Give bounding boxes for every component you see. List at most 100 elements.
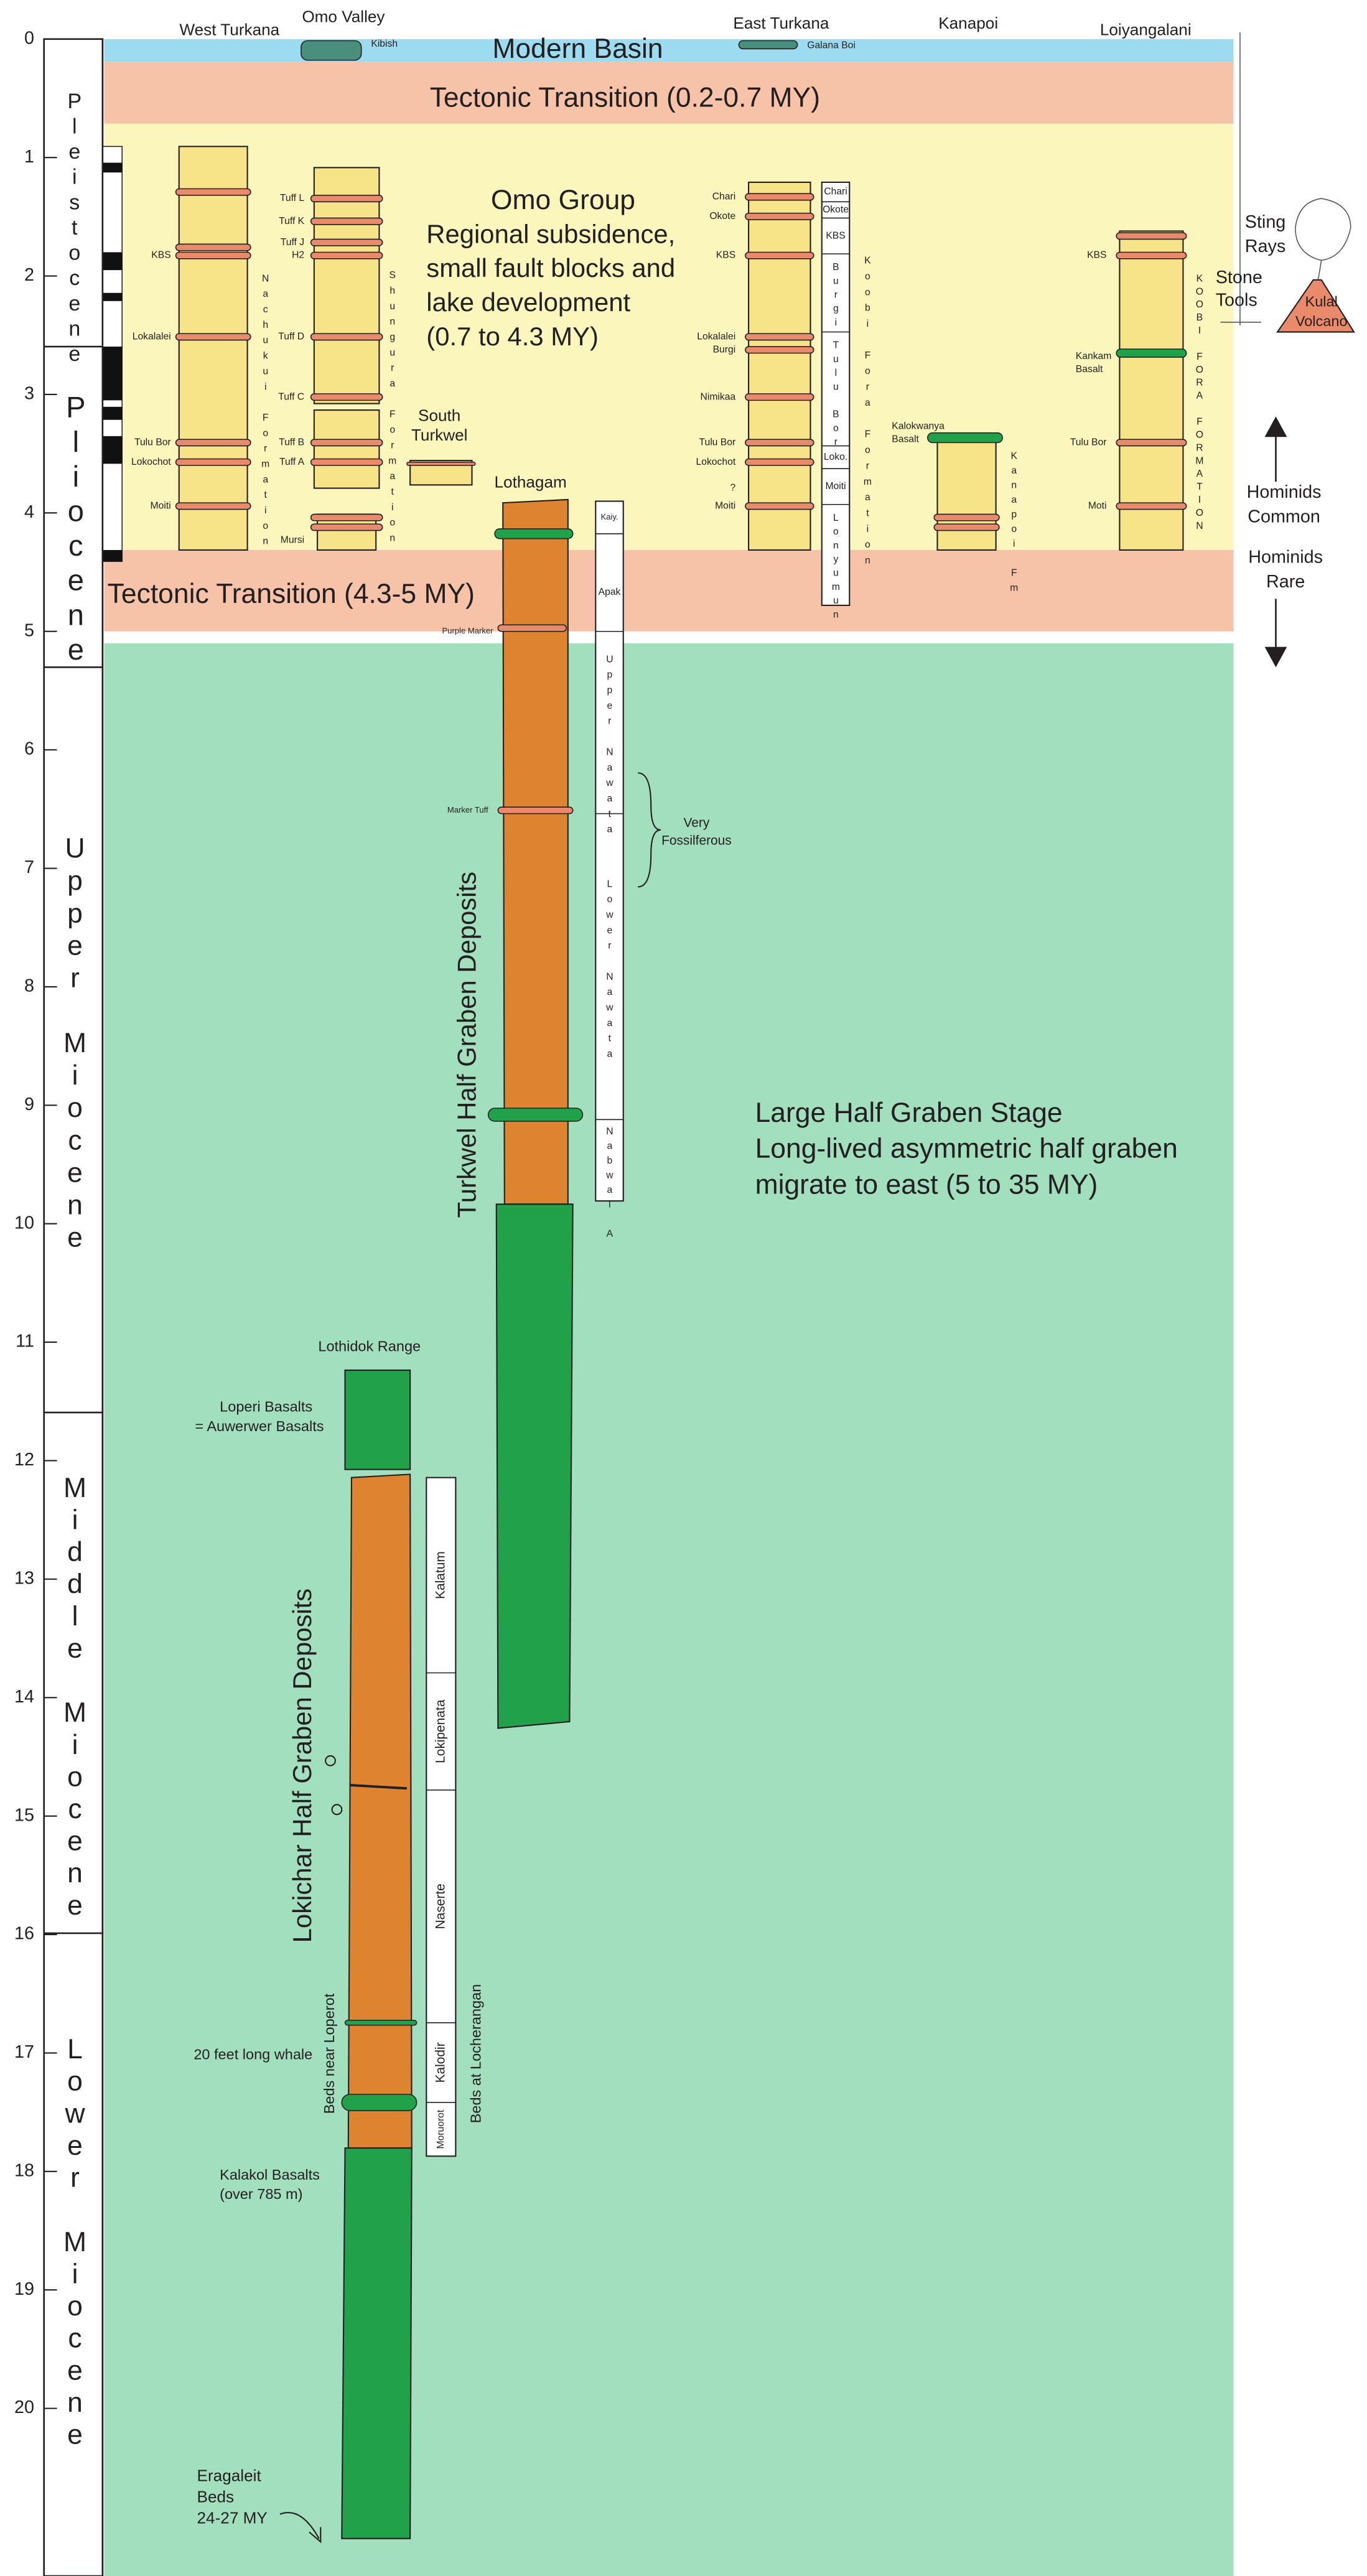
label: Rays: [1245, 236, 1286, 256]
formation-label: Koobi Fora Formation: [862, 256, 873, 571]
tick-label: 19: [14, 2279, 34, 2299]
tuff-band: [933, 523, 1000, 531]
member-label: Lonyumun: [831, 513, 841, 623]
tuff-band: [175, 188, 251, 196]
member-label: Lokipenata: [433, 1699, 447, 1763]
label: KBS: [1087, 250, 1106, 261]
stage-label: Tectonic Transition (4.3-5 MY): [108, 579, 475, 609]
stage-label: Modern Basin: [492, 34, 663, 64]
member-column: [426, 1477, 457, 2157]
label: Basalt: [1076, 364, 1103, 375]
lothidok-basalt: [344, 1370, 411, 1470]
tuff-band: [406, 461, 476, 466]
label: KBS: [716, 250, 735, 261]
tuff-band: [310, 238, 383, 246]
tuff-band: [487, 1108, 584, 1122]
stage-label: lake development: [426, 287, 630, 317]
member-column: [821, 181, 851, 606]
tuff-band: [175, 251, 251, 259]
label: Moti: [1088, 500, 1107, 511]
label: Chari: [712, 192, 736, 202]
arrow: [279, 2511, 322, 2544]
tuff-band: [497, 806, 574, 814]
section-column: [748, 181, 811, 551]
galana-boi-unit: [738, 40, 798, 50]
member-label: Apak: [599, 587, 621, 597]
tuff-band: [1116, 251, 1187, 259]
epoch-label: Pliocene: [59, 391, 92, 668]
section-column: [313, 409, 380, 489]
tick-label: 4: [24, 502, 34, 522]
label: Lokalalei: [697, 332, 735, 342]
member-label: Moiti: [825, 481, 846, 492]
label: Common: [1248, 506, 1320, 526]
tuff-band: [1116, 502, 1187, 510]
member-label: Upper Nawata: [604, 654, 615, 839]
tuff-band: [745, 439, 814, 447]
section-column: [936, 439, 997, 551]
label: Moiti: [151, 500, 171, 511]
tuff-band: [175, 243, 251, 251]
label: Beds at Locherangan: [468, 1984, 484, 2124]
lokichar-sediment: [347, 1473, 413, 2149]
label: = Auwerwer Basalts: [195, 1418, 324, 1434]
polarity-chron: [102, 292, 123, 301]
tick-label: 9: [24, 1094, 34, 1114]
formation-label: Kanapoi Fm: [1009, 450, 1019, 597]
label: Kalakol Basalts: [220, 2167, 320, 2183]
label: Tools: [1216, 290, 1257, 310]
label: Lothidok Range: [318, 1338, 421, 1355]
stage-label: small fault blocks and: [426, 253, 675, 282]
tick-label: 5: [24, 620, 34, 640]
tuff-band: [310, 513, 383, 521]
formation-label: Nachukui Formation: [260, 273, 271, 551]
member-label: Kalodir: [433, 2042, 447, 2083]
epoch-label: Pleistocene: [63, 90, 86, 368]
polarity-chron: [102, 347, 123, 401]
tick-label: 3: [24, 384, 34, 404]
lokichar-basalt: [341, 2147, 413, 2539]
stage-label: migrate to east (5 to 35 MY): [755, 1169, 1098, 1200]
modern-band: [104, 39, 1234, 62]
tuff-band: [310, 195, 383, 203]
stage-label: Regional subsidence,: [426, 219, 675, 248]
label: Very: [684, 816, 710, 830]
label: Hominids: [1248, 548, 1323, 567]
tuff-band: [494, 528, 574, 539]
tuff-band: [745, 212, 814, 220]
green-stage: [104, 643, 1234, 2576]
section-column: [1119, 230, 1184, 551]
label: Tulu Bor: [1070, 437, 1107, 447]
kulal-volcano: [1276, 279, 1355, 333]
fossil-horizon: [350, 1784, 408, 1790]
tuff-band: [175, 333, 251, 341]
label: 24-27 MY: [197, 2508, 268, 2527]
tick-label: 20: [14, 2397, 34, 2417]
tuff-band: [745, 393, 814, 401]
member-label: Chari: [824, 187, 847, 197]
fossil-icon: [325, 1755, 336, 1766]
transition-band: [104, 549, 1234, 632]
turkwel-sediment: [502, 498, 569, 1205]
stage-label: Large Half Graben Stage: [755, 1098, 1063, 1128]
tuff-band: [745, 193, 814, 201]
tuff-band: [497, 624, 567, 632]
label: Purple Marker: [442, 626, 493, 635]
time-column: [43, 38, 104, 2576]
label: Kibish: [371, 39, 398, 49]
section-column: [178, 146, 248, 551]
polarity-chron: [102, 162, 123, 173]
tick-label: 11: [16, 1332, 34, 1351]
yellow-stage: [104, 123, 1234, 550]
tick-label: 18: [14, 2160, 34, 2180]
deposits-label: Turkwel Half Graben Deposits: [452, 872, 481, 1218]
epoch-label: Middle Miocene: [60, 1473, 90, 1923]
polarity-chron: [102, 436, 123, 464]
member-column: [595, 500, 624, 1202]
label: Volcano: [1295, 313, 1348, 329]
tuff-band: [745, 333, 814, 341]
member-label: KBS: [826, 230, 845, 241]
label: H2: [292, 250, 304, 261]
